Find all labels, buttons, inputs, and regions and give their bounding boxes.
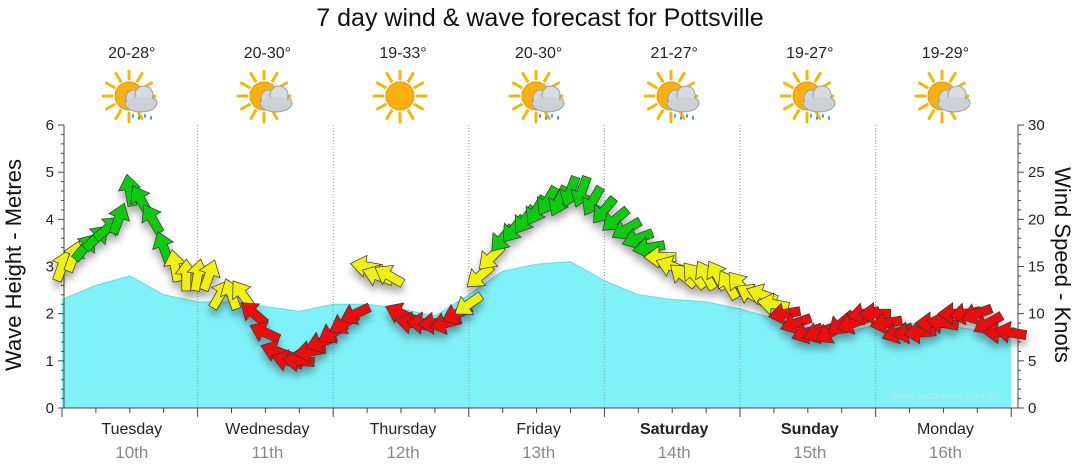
day-name-label: Sunday (780, 421, 839, 438)
wind-arrow (108, 202, 131, 236)
day-date-label: 15th (793, 443, 827, 462)
y-right-tick-label: 30 (1028, 117, 1045, 134)
cloud-sun-rain-icon (643, 68, 705, 126)
y-axis-right-label: Wind Speed - Knots (1050, 167, 1075, 363)
cloud-shape (124, 85, 158, 113)
day-date-label: 14th (657, 443, 691, 462)
y-axis-left-label: Wave Height - Metres (1, 159, 26, 371)
watermark: www.seabreeze.com.au (892, 391, 999, 402)
cloud-shape (259, 85, 293, 113)
cloud-shape (531, 85, 565, 113)
cloud-sun-rain-icon (101, 68, 163, 126)
rain-drops (809, 113, 830, 120)
y-right-tick-label: 20 (1028, 211, 1045, 228)
cloud-sun-rain-icon (779, 68, 841, 126)
y-left-tick-label: 0 (46, 400, 54, 417)
wind-arrow (643, 245, 677, 269)
y-left-tick-label: 5 (46, 164, 54, 181)
y-left-tick-label: 6 (46, 117, 54, 134)
day-name-label: Wednesday (225, 421, 310, 438)
wind-arrow (141, 204, 165, 236)
day-date-label: 16th (928, 443, 962, 462)
wind-arrow (198, 259, 221, 293)
day-date-label: 13th (522, 443, 556, 462)
day-temp-range: 19-27° (786, 45, 834, 62)
wind-arrow (454, 291, 485, 315)
day-temp-range: 19-33° (379, 45, 427, 62)
day-name-label: Saturday (639, 421, 709, 438)
chart-title: 7 day wind & wave forecast for Pottsvill… (316, 4, 764, 32)
y-right-tick-label: 25 (1028, 164, 1045, 181)
cloud-shape (937, 85, 971, 113)
day-temp-range: 19-29° (921, 45, 970, 62)
cloud-sun-icon (914, 68, 976, 126)
y-right-tick-label: 5 (1028, 353, 1036, 370)
wind-arrows (51, 173, 1028, 373)
wind-arrow (374, 264, 406, 288)
y-left-tick-label: 2 (46, 306, 54, 323)
day-date-label: 10th (115, 443, 149, 462)
rain-drops (674, 113, 695, 120)
cloud-sun-rain-icon (508, 68, 570, 126)
y-left-tick-label: 1 (46, 353, 54, 370)
day-name-label: Thursday (369, 421, 437, 438)
y-right-tick-label: 15 (1028, 259, 1045, 276)
day-name-label: Monday (916, 421, 974, 438)
day-temp-range: 20-30° (243, 45, 292, 62)
sun-icon (372, 68, 434, 126)
day-date-label: 11th (251, 443, 284, 462)
wind-arrow (339, 302, 372, 325)
y-right-tick-label: 0 (1028, 400, 1036, 417)
wind-arrow (993, 320, 1028, 344)
cloud-shape (802, 85, 836, 113)
y-right-tick-label: 10 (1028, 306, 1045, 323)
y-left-tick-label: 3 (46, 259, 54, 276)
day-date-label: 12th (386, 443, 420, 462)
day-name-label: Friday (516, 421, 561, 438)
sun-shape (372, 68, 428, 124)
rain-drops (131, 113, 152, 120)
wave-area (62, 261, 1012, 408)
cloud-shape (666, 85, 700, 113)
day-temp-range: 20-30° (514, 45, 563, 62)
day-temp-range: 20-28° (108, 45, 156, 62)
day-name-label: Tuesday (101, 421, 163, 438)
day-temp-range: 21-27° (650, 45, 698, 62)
cloud-sun-icon (236, 68, 298, 126)
y-left-tick-label: 4 (46, 211, 54, 228)
wind-arrow (249, 321, 282, 344)
rain-drops (538, 113, 559, 120)
